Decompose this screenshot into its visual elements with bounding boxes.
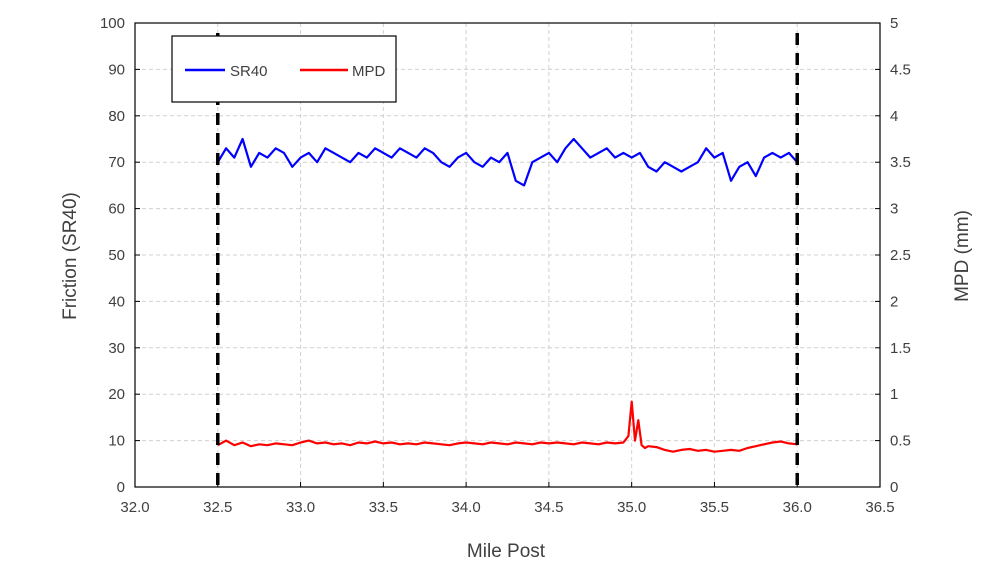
y2-tick-label: 3 — [890, 201, 898, 218]
series-layer — [216, 137, 799, 453]
y2-tick-label: 1.5 — [890, 340, 911, 357]
x-tick-label: 32.0 — [120, 499, 149, 516]
y2-tick-label: 5 — [890, 15, 898, 32]
y-tick-label: 20 — [108, 386, 125, 403]
y2-tick-label: 1 — [890, 386, 898, 403]
marker-lines — [216, 33, 799, 487]
x-tick-label: 32.5 — [203, 499, 232, 516]
x-tick-label: 36.0 — [783, 499, 812, 516]
legend-label-sr40: SR40 — [230, 63, 268, 80]
x-tick-label: 36.5 — [865, 499, 894, 516]
y-tick-label: 100 — [100, 15, 125, 32]
y2-tick-label: 3.5 — [890, 154, 911, 171]
y2-tick-label: 2.5 — [890, 247, 911, 264]
y2-tick-label: 0 — [890, 479, 898, 496]
legend: SR40 MPD — [171, 35, 397, 103]
series-line-sr40 — [216, 137, 799, 187]
x-tick-label: 33.0 — [286, 499, 315, 516]
y-tick-label: 40 — [108, 293, 125, 310]
legend-label-mpd: MPD — [352, 63, 386, 80]
y-tick-label: 70 — [108, 154, 125, 171]
x-axis-label: Mile Post — [467, 541, 546, 562]
y-tick-label: 50 — [108, 247, 125, 264]
x-tick-label: 34.0 — [452, 499, 481, 516]
x-tick-label: 33.5 — [369, 499, 398, 516]
x-tick-label: 34.5 — [534, 499, 563, 516]
y-tick-label: 10 — [108, 433, 125, 450]
y2-axis-label: MPD (mm) — [952, 210, 973, 302]
y2-tick-label: 0.5 — [890, 433, 911, 450]
y2-tick-label: 4.5 — [890, 61, 911, 78]
y-tick-label: 30 — [108, 340, 125, 357]
y-tick-label: 80 — [108, 108, 125, 125]
y-tick-label: 90 — [108, 61, 125, 78]
y-axis-label: Friction (SR40) — [60, 192, 81, 320]
y-tick-label: 60 — [108, 201, 125, 218]
axes: 010203040506070809010000.511.522.533.544… — [100, 15, 911, 516]
x-tick-label: 35.5 — [700, 499, 729, 516]
x-tick-label: 35.0 — [617, 499, 646, 516]
series-line-mpd — [217, 400, 798, 453]
y-tick-label: 0 — [117, 479, 125, 496]
y2-tick-label: 4 — [890, 108, 898, 125]
y2-tick-label: 2 — [890, 293, 898, 310]
